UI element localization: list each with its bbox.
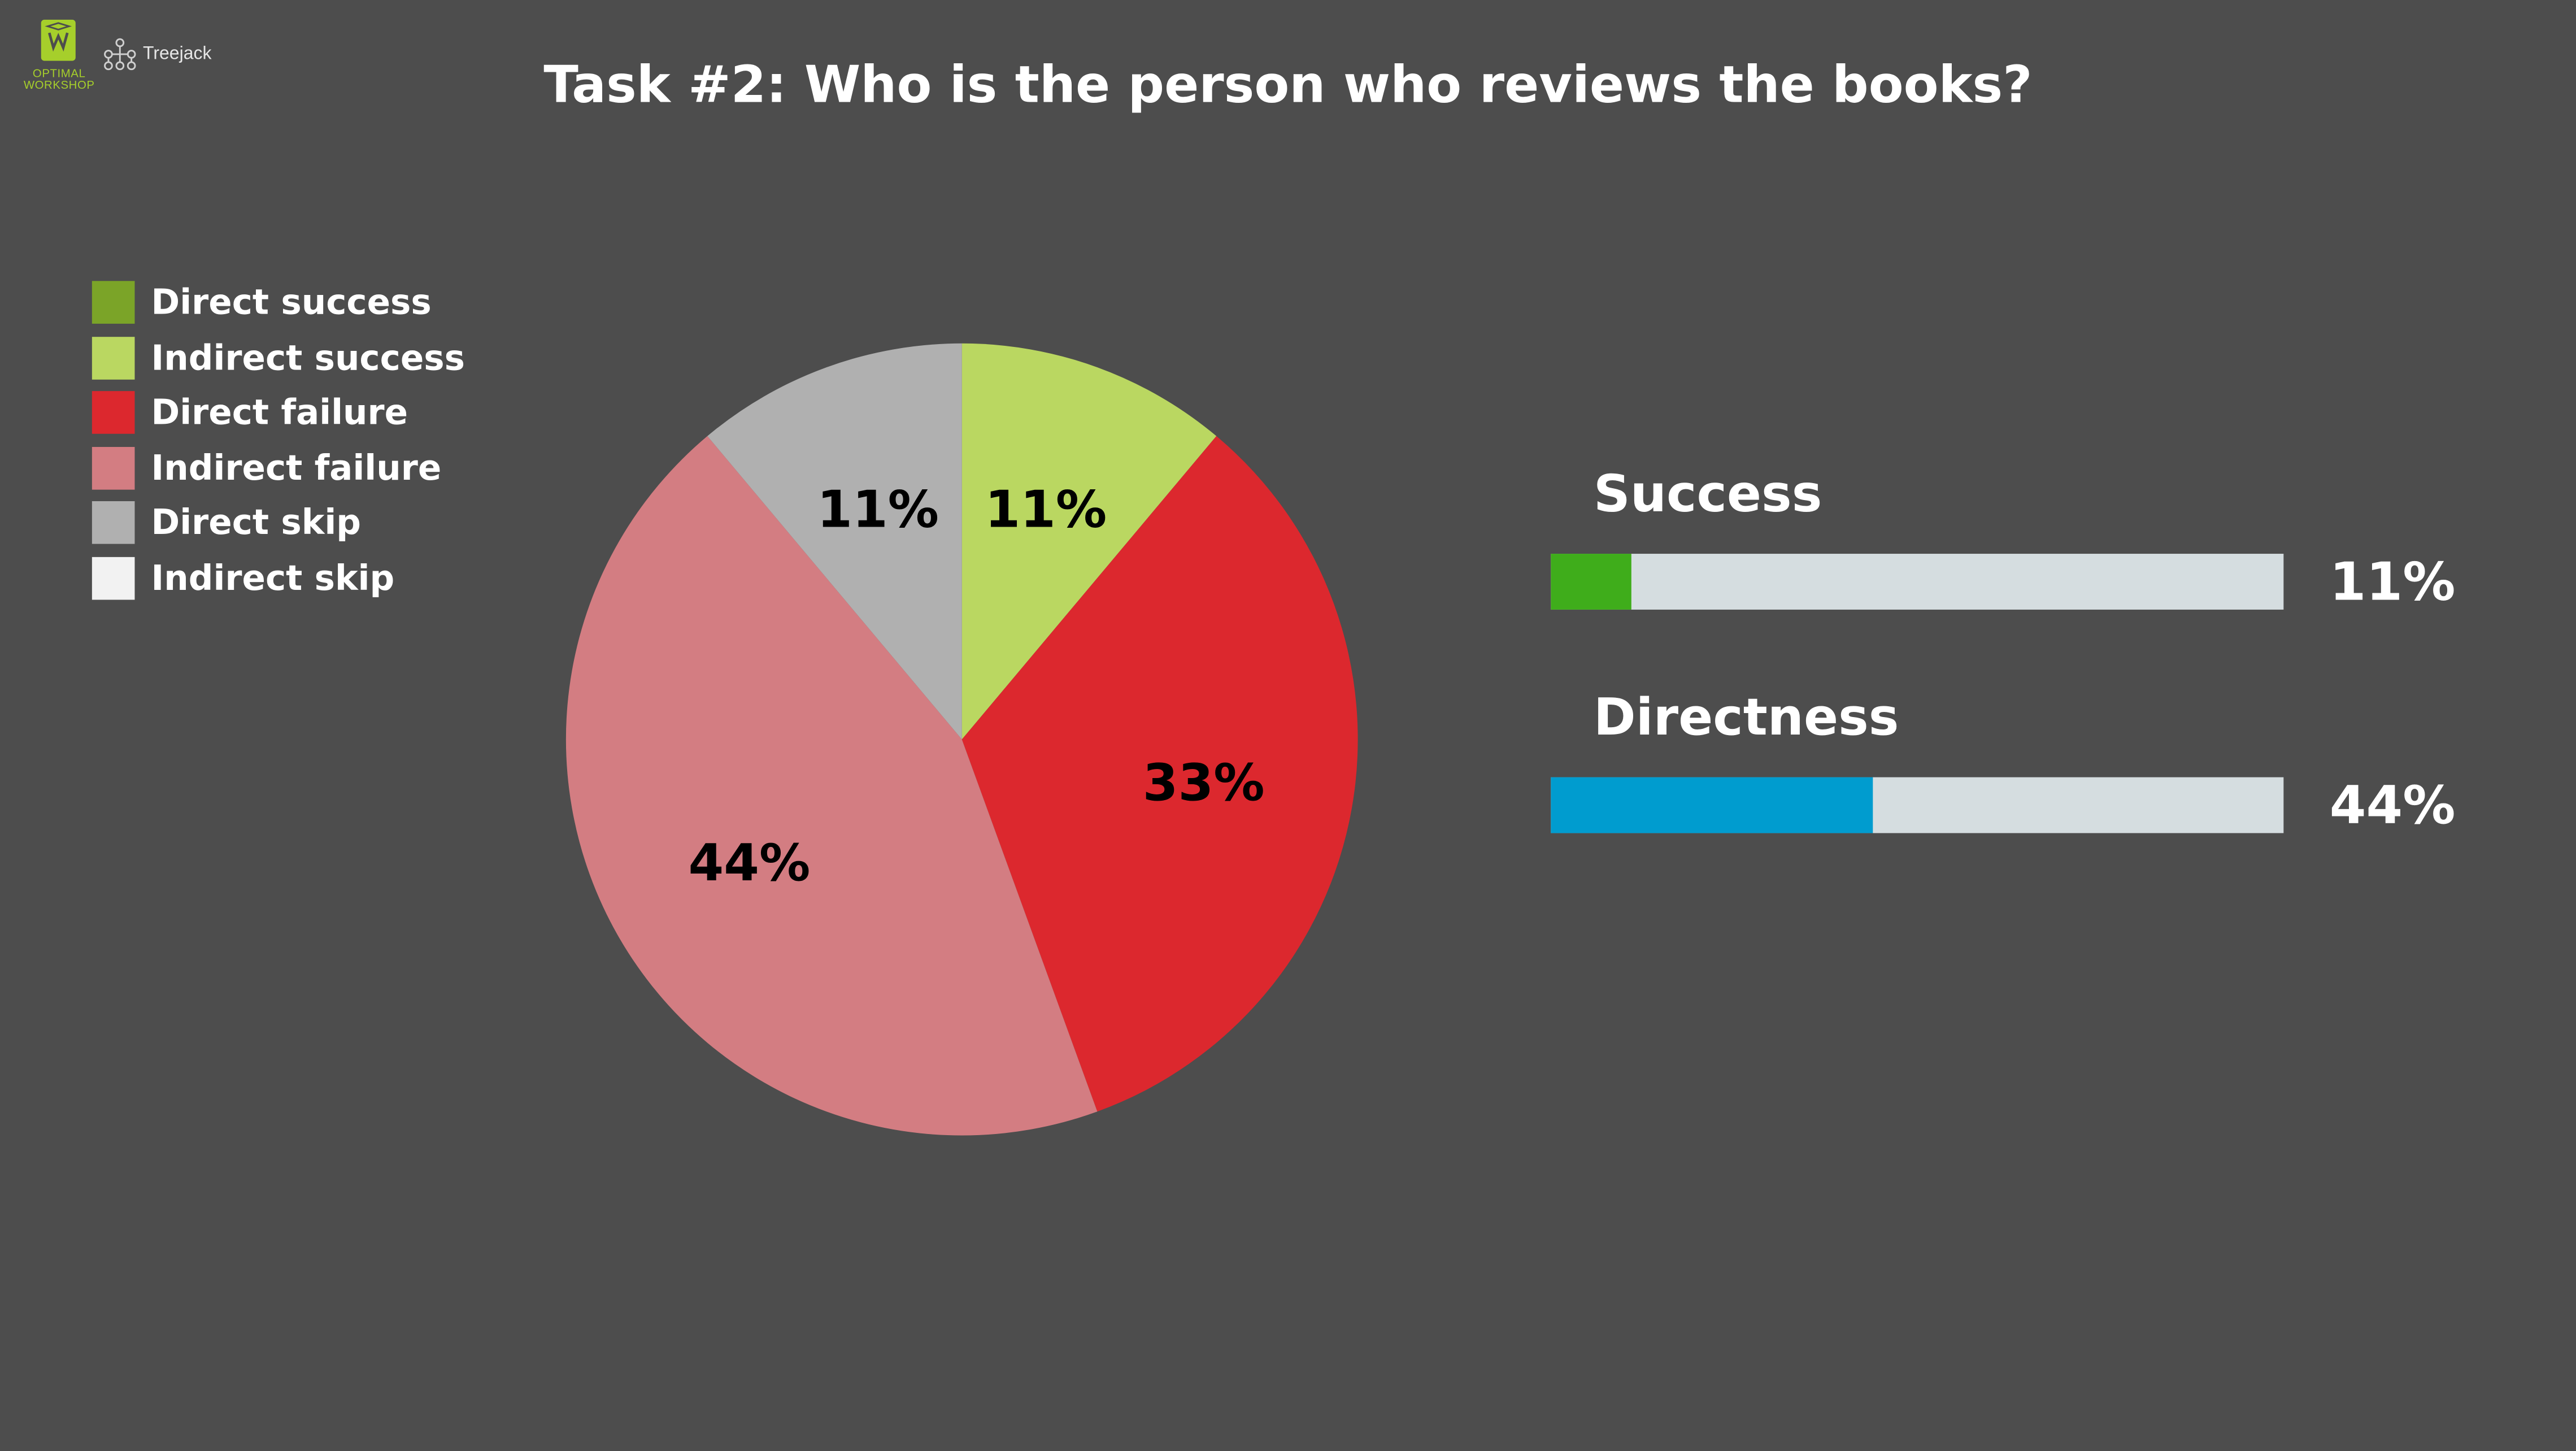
legend-swatch — [92, 556, 135, 599]
legend-label: Indirect skip — [151, 558, 395, 598]
success-bar-track — [1551, 554, 2284, 610]
pie-label-direct-skip: 11% — [817, 480, 939, 539]
success-bar-fill — [1551, 554, 1631, 610]
optimal-workshop-logo: OPTIMAL WORKSHOP — [20, 18, 99, 94]
legend-swatch — [92, 336, 135, 379]
optimal-workshop-logo-icon — [41, 19, 76, 61]
chart-title: Task #2: Who is the person who reviews t… — [543, 55, 2033, 115]
legend-swatch — [92, 446, 135, 489]
tree-icon — [104, 38, 136, 71]
directness-bar-track — [1551, 777, 2284, 833]
legend-label: Indirect failure — [151, 448, 442, 488]
legend-label: Indirect success — [151, 337, 465, 377]
logo-text-line1: OPTIMAL — [32, 69, 86, 81]
legend-label: Direct skip — [151, 502, 362, 542]
directness-bar-fill — [1551, 777, 1873, 833]
logo-text-line2: WORKSHOP — [23, 80, 95, 92]
legend-swatch — [92, 501, 135, 544]
pie-slice-indirect-success — [961, 343, 1217, 740]
product-name: Treejack — [143, 44, 212, 64]
legend-swatch — [92, 391, 135, 434]
pie-label-direct-failure: 33% — [1143, 753, 1265, 813]
directness-label: Directness — [1593, 688, 1899, 748]
pie-slice-direct-skip — [707, 343, 962, 740]
pie-label-indirect-success: 11% — [985, 480, 1107, 539]
success-label: Success — [1593, 465, 1822, 524]
pie-label-indirect-failure: 44% — [689, 833, 811, 893]
directness-value: 44% — [2329, 774, 2456, 837]
legend-swatch — [92, 281, 135, 324]
legend-label: Direct failure — [151, 393, 408, 432]
pie-slice-direct-failure — [961, 436, 1358, 1112]
pie-slice-indirect-failure — [565, 436, 1098, 1136]
legend-label: Direct success — [151, 283, 432, 322]
success-value: 11% — [2329, 550, 2456, 613]
